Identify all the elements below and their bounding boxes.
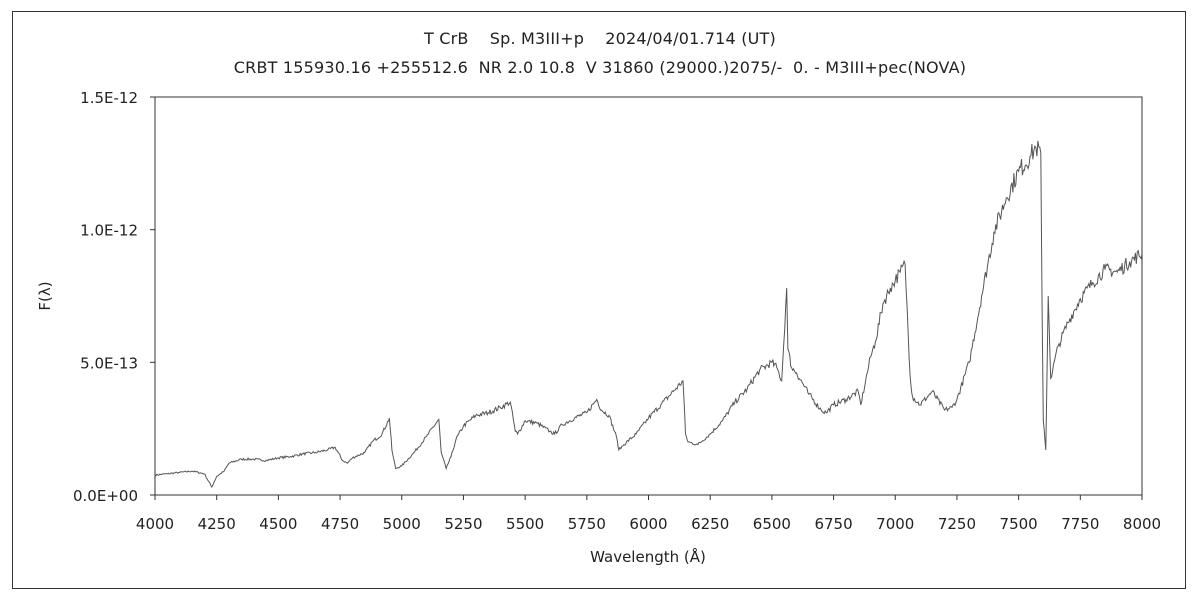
plot-area bbox=[154, 96, 1143, 496]
chart-title: T CrB Sp. M3III+p 2024/04/01.714 (UT) bbox=[424, 29, 776, 48]
chart-subtitle: CRBT 155930.16 +255512.6 NR 2.0 10.8 V 3… bbox=[233, 58, 967, 77]
x-tick-label: 6500 bbox=[753, 515, 791, 533]
chart-frame bbox=[12, 11, 1186, 589]
x-tick-label: 6250 bbox=[691, 515, 729, 533]
x-tick-label: 7500 bbox=[1000, 515, 1038, 533]
y-tick-label: 5.0E-13 bbox=[80, 354, 138, 372]
x-tick-label: 5500 bbox=[506, 515, 544, 533]
x-tick-label: 7750 bbox=[1061, 515, 1099, 533]
y-tick-label: 1.0E-12 bbox=[80, 222, 138, 240]
y-axis: 0.0E+00 5.0E-13 1.0E-12 1.5E-12 bbox=[73, 89, 155, 505]
y-axis-label: F(λ) bbox=[36, 281, 54, 310]
x-tick-label: 4750 bbox=[321, 515, 359, 533]
x-tick-label: 6750 bbox=[814, 515, 852, 533]
x-tick-label: 4250 bbox=[198, 515, 236, 533]
x-tick-label: 4000 bbox=[136, 515, 174, 533]
x-tick-label: 5250 bbox=[444, 515, 482, 533]
x-tick-label: 5000 bbox=[383, 515, 421, 533]
x-tick-label: 6000 bbox=[629, 515, 667, 533]
x-tick-label: 5750 bbox=[568, 515, 606, 533]
x-tick-label: 8000 bbox=[1123, 515, 1161, 533]
x-tick-label: 7250 bbox=[938, 515, 976, 533]
y-tick-label: 1.5E-12 bbox=[80, 89, 138, 107]
x-axis: 4000 4250 4500 4750 5000 5250 5500 5750 6000 6250… bbox=[136, 495, 1161, 533]
spectrum-line bbox=[154, 140, 1143, 488]
x-tick-label: 4500 bbox=[259, 515, 297, 533]
x-tick-label: 7000 bbox=[876, 515, 914, 533]
x-axis-label: Wavelength (Å) bbox=[590, 547, 706, 566]
y-tick-label: 0.0E+00 bbox=[73, 487, 138, 505]
